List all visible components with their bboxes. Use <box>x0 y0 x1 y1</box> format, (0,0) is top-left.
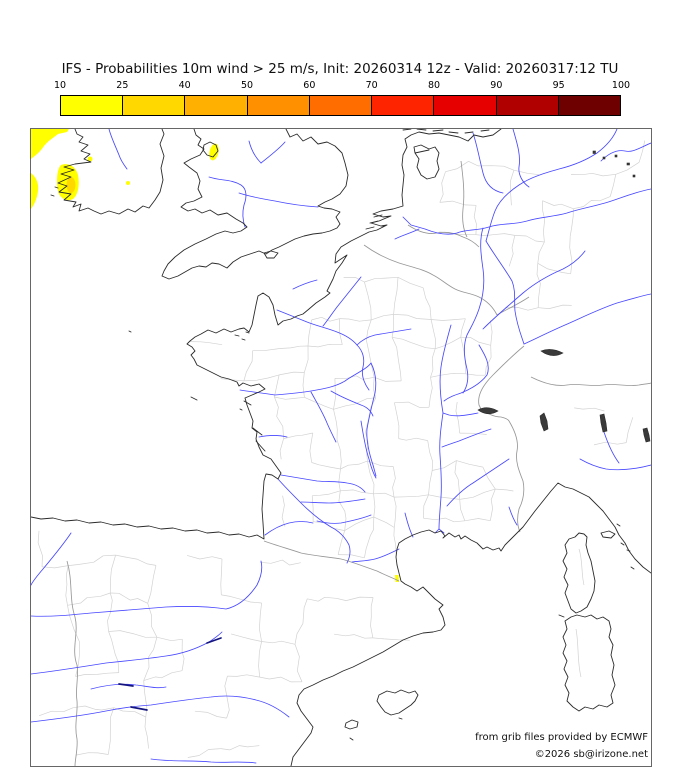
colorbar-tick: 50 <box>240 80 254 91</box>
colorbar-segment <box>184 96 247 115</box>
colorbar-segment <box>557 96 620 115</box>
colorbar-scale <box>60 95 621 116</box>
probability-colorbar: 10 25 40 50 60 70 80 90 95 100 <box>54 80 630 116</box>
colorbar-segment <box>61 96 123 115</box>
map-title: IFS - Probabilities 10m wind > 25 m/s, I… <box>61 61 619 77</box>
reservoirs <box>118 637 222 711</box>
colorbar-segment <box>433 96 496 115</box>
colorbar-tick: 25 <box>116 80 129 91</box>
island-admin-borders <box>575 548 585 678</box>
rivers <box>31 129 651 764</box>
country-borders <box>66 160 651 766</box>
map-canvas: from grib files provided by ECMWF ©2026 … <box>30 128 652 767</box>
colorbar-segment <box>308 96 372 115</box>
colorbar-tick: 90 <box>490 80 503 91</box>
colorbar-segment <box>122 96 185 115</box>
probability-patches <box>31 129 399 582</box>
map-svg <box>31 129 651 766</box>
colorbar-tick: 80 <box>427 80 441 91</box>
department-borders <box>37 140 646 758</box>
credit-copyright: ©2026 sb@irizone.net <box>534 749 648 760</box>
colorbar-tick: 95 <box>552 80 565 91</box>
colorbar-tick: 40 <box>178 80 191 91</box>
colorbar-segment <box>495 96 558 115</box>
lakes <box>477 150 651 443</box>
colorbar-tick: 70 <box>365 80 378 91</box>
colorbar-tick: 100 <box>611 80 631 91</box>
colorbar-segment <box>246 96 309 115</box>
colorbar-tick-labels: 10 25 40 50 60 70 80 90 95 100 <box>54 80 630 95</box>
credit-ecmwf: from grib files provided by ECMWF <box>475 732 648 743</box>
colorbar-tick: 10 <box>53 80 67 91</box>
coastlines <box>31 129 651 766</box>
colorbar-segment <box>371 96 434 115</box>
colorbar-tick: 60 <box>303 80 316 91</box>
